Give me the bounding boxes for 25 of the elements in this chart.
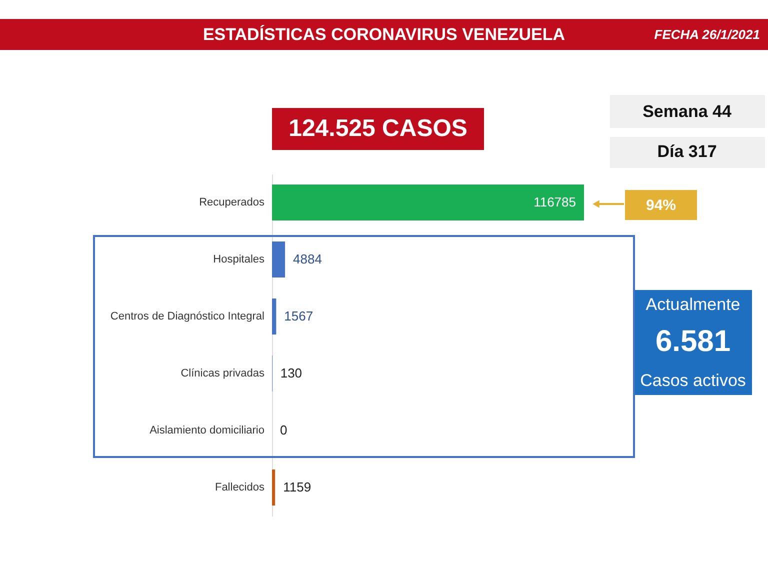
data-label: 4884 [293, 252, 322, 266]
text: FECHA 26/1/2021 [654, 27, 760, 42]
text: Día 317 [657, 142, 717, 161]
text: Actualmente [646, 295, 740, 314]
data-label: 1159 [283, 480, 312, 494]
data-label: 1567 [284, 308, 314, 324]
chart-title: ESTADÍSTICAS CORONAVIRUS VENEZUELA [202, 24, 566, 44]
text: 94% [646, 197, 676, 214]
bar [272, 184, 584, 220]
y-tick-label: Clínicas privadas [180, 368, 265, 380]
y-tick-label: Recuperados [199, 196, 265, 208]
text: Semana 44 [642, 102, 732, 121]
data-label: 116785 [534, 194, 576, 210]
y-tick-label: Centros de Diagnóstico Integral [110, 310, 264, 322]
text: Casos activos [640, 371, 746, 390]
text: 6.581 [655, 325, 731, 358]
text: 124.525 CASOS [288, 115, 468, 142]
y-tick-label: Fallecidos [214, 482, 265, 494]
bar [272, 470, 276, 506]
y-tick-label: Hospitales [213, 254, 265, 266]
bar [272, 298, 276, 334]
data-label: 0 [280, 422, 288, 438]
bar [272, 242, 286, 278]
data-label: 130 [280, 366, 302, 380]
y-tick-label: Aislamiento domiciliario [150, 424, 264, 436]
